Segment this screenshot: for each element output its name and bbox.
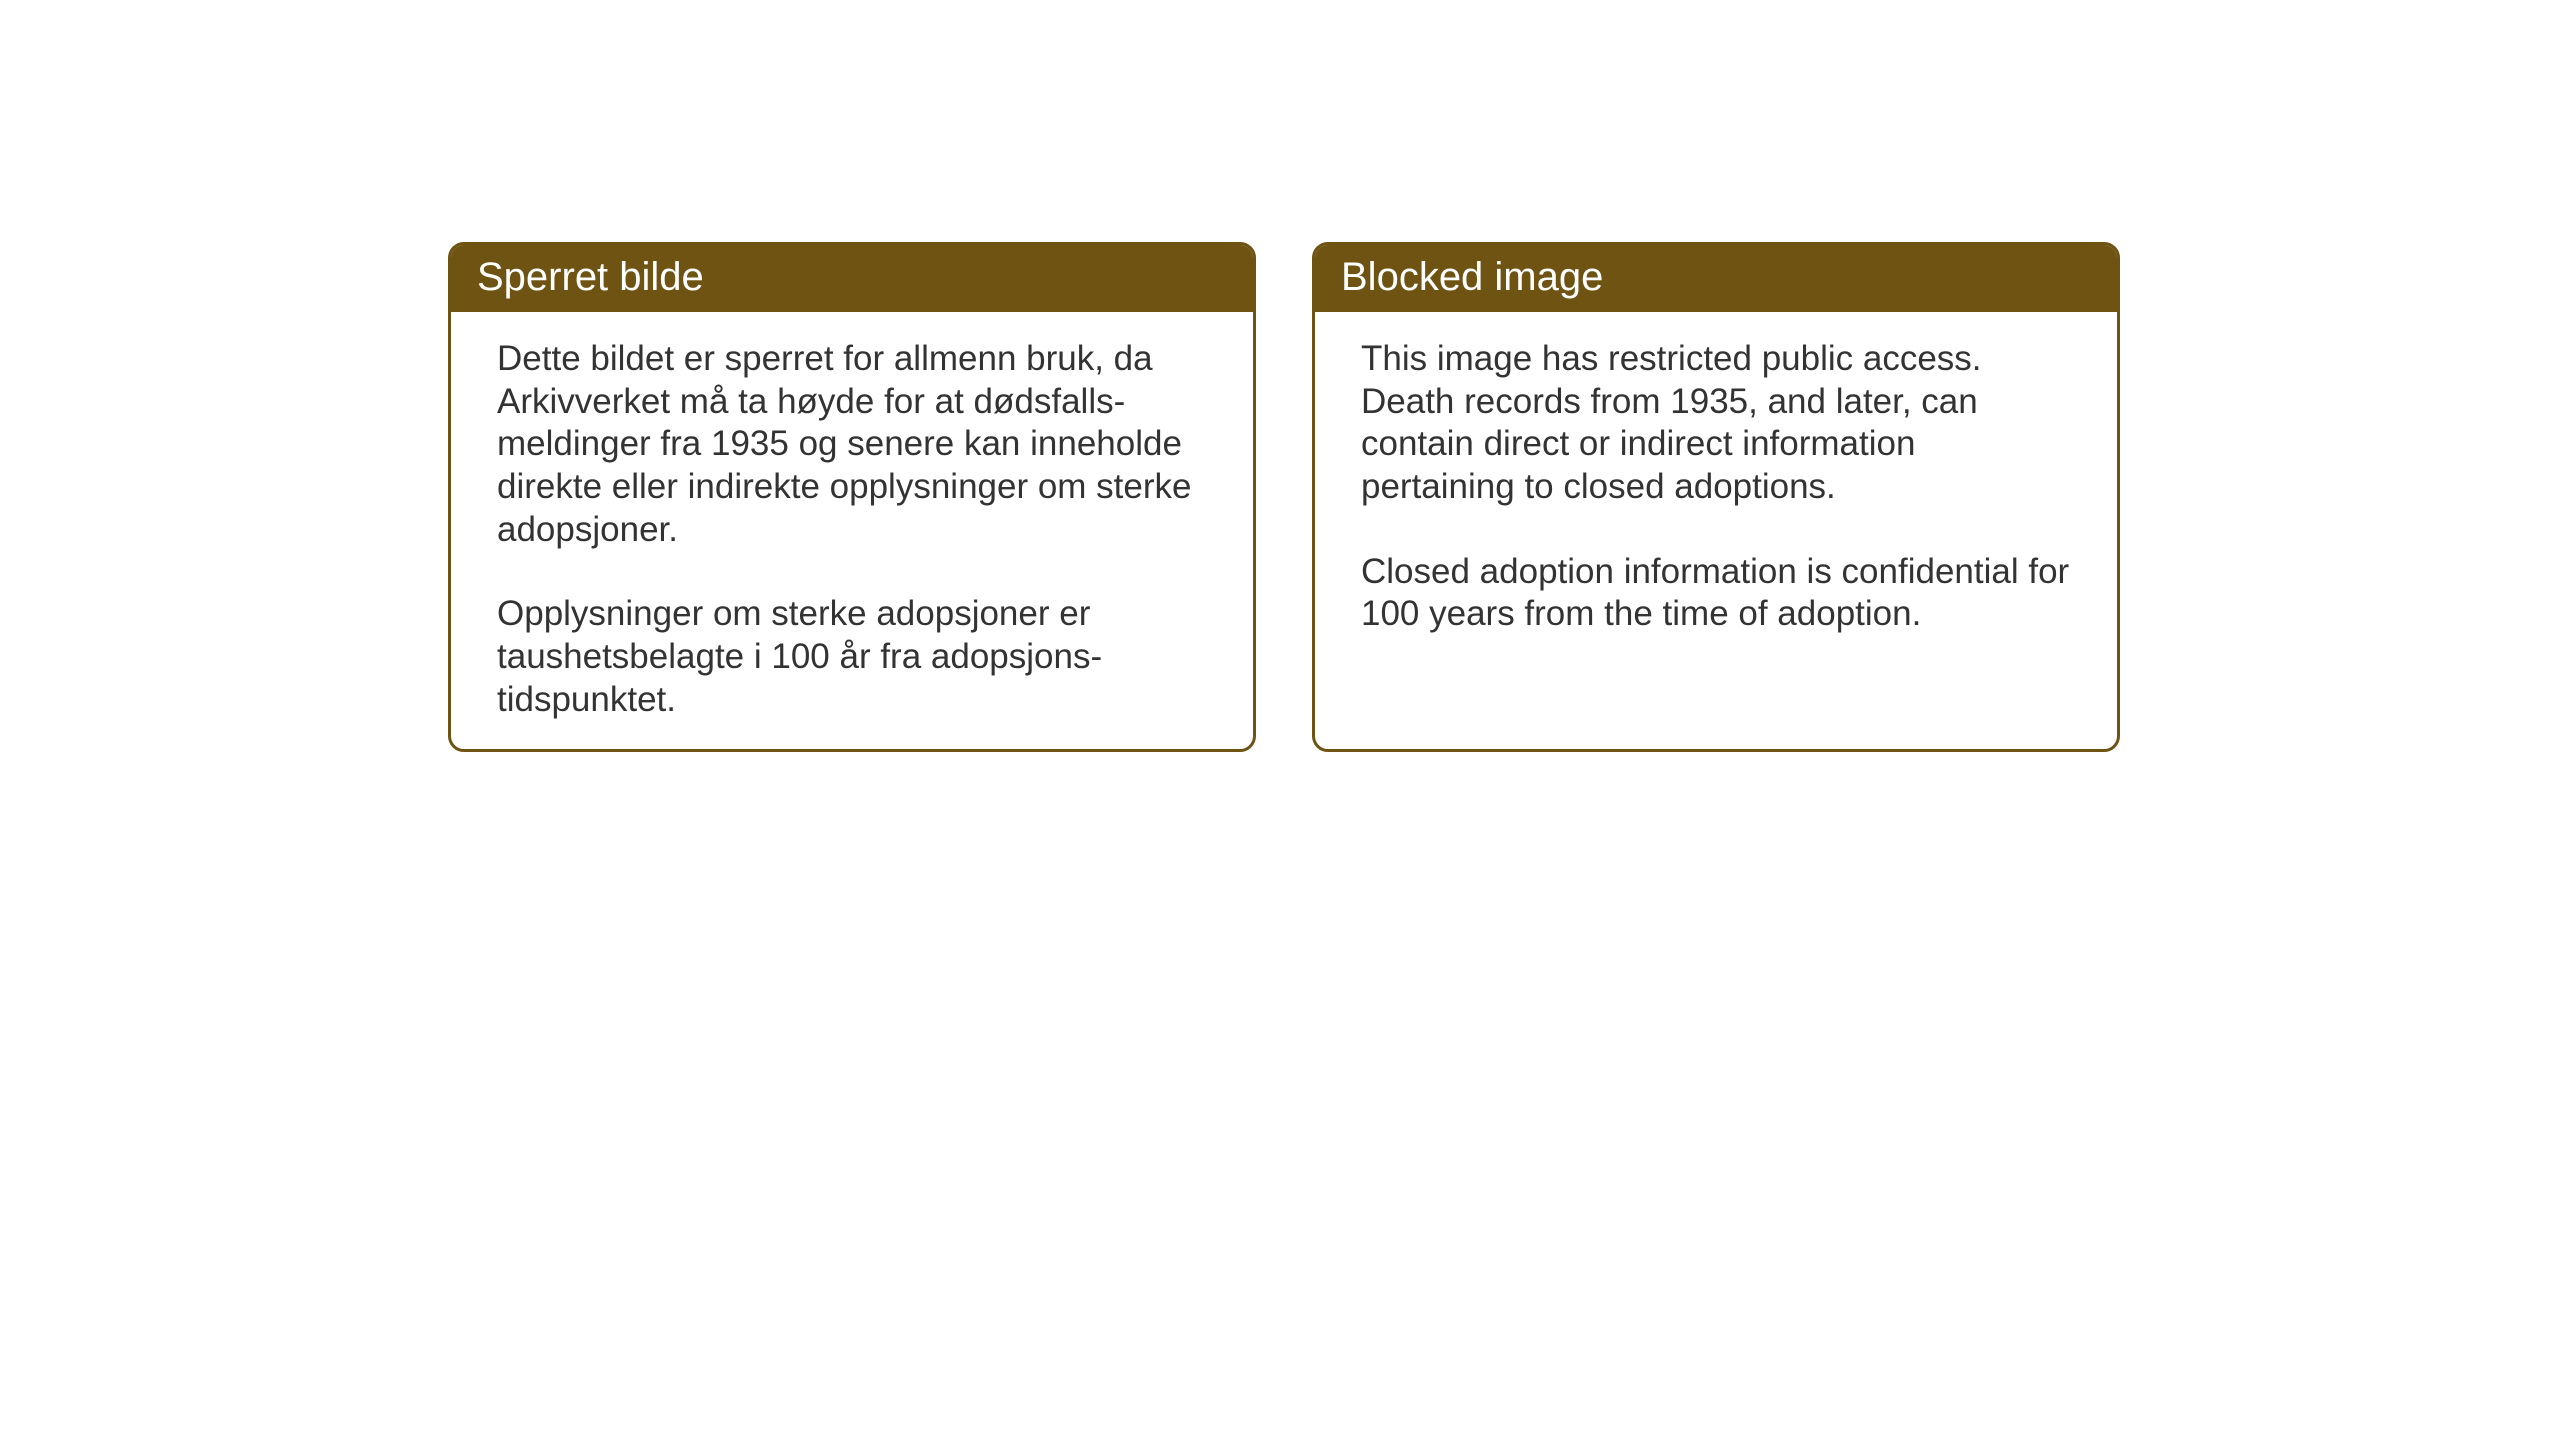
card-body-english: This image has restricted public access.… [1315,312,2117,672]
card-paragraph-1-norwegian: Dette bildet er sperret for allmenn bruk… [497,338,1207,551]
card-paragraph-2-norwegian: Opplysninger om sterke adopsjoner er tau… [497,593,1207,721]
card-title-english: Blocked image [1341,255,1603,299]
card-paragraph-1-english: This image has restricted public access.… [1361,338,2071,509]
card-header-norwegian: Sperret bilde [451,245,1253,312]
card-header-english: Blocked image [1315,245,2117,312]
notice-card-english: Blocked image This image has restricted … [1312,242,2120,752]
notice-container: Sperret bilde Dette bildet er sperret fo… [448,242,2120,752]
card-body-norwegian: Dette bildet er sperret for allmenn bruk… [451,312,1253,752]
card-paragraph-2-english: Closed adoption information is confident… [1361,551,2071,636]
notice-card-norwegian: Sperret bilde Dette bildet er sperret fo… [448,242,1256,752]
card-title-norwegian: Sperret bilde [477,255,704,299]
